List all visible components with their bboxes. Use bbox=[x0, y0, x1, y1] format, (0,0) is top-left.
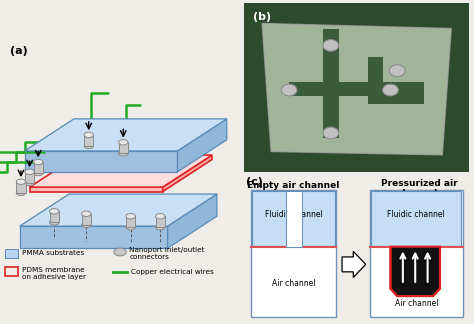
Bar bbox=[371, 191, 461, 246]
Ellipse shape bbox=[82, 211, 91, 216]
Bar bbox=[286, 191, 301, 247]
Text: Fluidic channel: Fluidic channel bbox=[265, 210, 322, 219]
Bar bbox=[370, 190, 463, 317]
Polygon shape bbox=[20, 226, 168, 248]
Ellipse shape bbox=[82, 222, 91, 227]
Ellipse shape bbox=[50, 209, 59, 214]
Ellipse shape bbox=[281, 84, 297, 96]
Bar bbox=[251, 190, 337, 317]
Polygon shape bbox=[20, 194, 217, 226]
Text: (b): (b) bbox=[253, 12, 271, 22]
Ellipse shape bbox=[50, 220, 59, 225]
Bar bbox=[5, 249, 18, 258]
Ellipse shape bbox=[323, 127, 338, 139]
Text: (c): (c) bbox=[246, 177, 263, 187]
Bar bbox=[84, 135, 93, 146]
Ellipse shape bbox=[16, 179, 26, 184]
Ellipse shape bbox=[126, 214, 135, 219]
Polygon shape bbox=[391, 247, 440, 296]
Bar bbox=[118, 142, 128, 153]
Ellipse shape bbox=[323, 40, 338, 51]
Polygon shape bbox=[163, 155, 212, 191]
Ellipse shape bbox=[84, 143, 93, 149]
Ellipse shape bbox=[34, 159, 43, 165]
Bar bbox=[323, 29, 338, 138]
Bar bbox=[5, 268, 18, 276]
Bar bbox=[50, 211, 59, 222]
Polygon shape bbox=[168, 194, 217, 248]
Text: Air channel: Air channel bbox=[394, 299, 438, 308]
Ellipse shape bbox=[383, 84, 398, 96]
Text: PMMA substrates: PMMA substrates bbox=[22, 250, 84, 256]
Text: Air channel: Air channel bbox=[272, 279, 315, 287]
Polygon shape bbox=[342, 251, 366, 277]
Polygon shape bbox=[25, 151, 177, 172]
Ellipse shape bbox=[126, 225, 135, 230]
Bar bbox=[25, 172, 34, 183]
Ellipse shape bbox=[155, 214, 165, 219]
Polygon shape bbox=[29, 155, 212, 187]
Ellipse shape bbox=[34, 170, 43, 176]
Bar bbox=[34, 162, 43, 173]
Bar bbox=[368, 93, 424, 104]
Ellipse shape bbox=[16, 190, 26, 195]
Ellipse shape bbox=[118, 140, 128, 145]
Ellipse shape bbox=[84, 132, 93, 138]
Polygon shape bbox=[177, 119, 227, 172]
Bar bbox=[252, 191, 335, 246]
Bar bbox=[368, 57, 383, 104]
Text: Copper electrical wires: Copper electrical wires bbox=[131, 269, 213, 275]
Bar bbox=[289, 82, 424, 96]
Text: (a): (a) bbox=[10, 46, 27, 56]
Ellipse shape bbox=[389, 65, 405, 76]
Text: Pressurized air
channel:
expended valve: Pressurized air channel: expended valve bbox=[380, 179, 460, 208]
Ellipse shape bbox=[25, 169, 34, 175]
Bar bbox=[82, 214, 91, 225]
Text: Nanoport inlet/outlet
connectors: Nanoport inlet/outlet connectors bbox=[129, 247, 205, 260]
Bar bbox=[126, 216, 135, 227]
Polygon shape bbox=[25, 119, 227, 151]
Ellipse shape bbox=[25, 180, 34, 186]
Polygon shape bbox=[29, 187, 163, 191]
Ellipse shape bbox=[155, 225, 165, 230]
Bar bbox=[155, 216, 165, 227]
Text: Fluidic channel: Fluidic channel bbox=[387, 210, 445, 219]
Ellipse shape bbox=[114, 248, 126, 256]
Polygon shape bbox=[262, 23, 451, 155]
Text: Empty air channel: Empty air channel bbox=[247, 180, 340, 190]
Text: PDMS membrane
on adhesive layer: PDMS membrane on adhesive layer bbox=[22, 267, 86, 280]
Bar bbox=[16, 182, 26, 193]
Ellipse shape bbox=[118, 151, 128, 156]
